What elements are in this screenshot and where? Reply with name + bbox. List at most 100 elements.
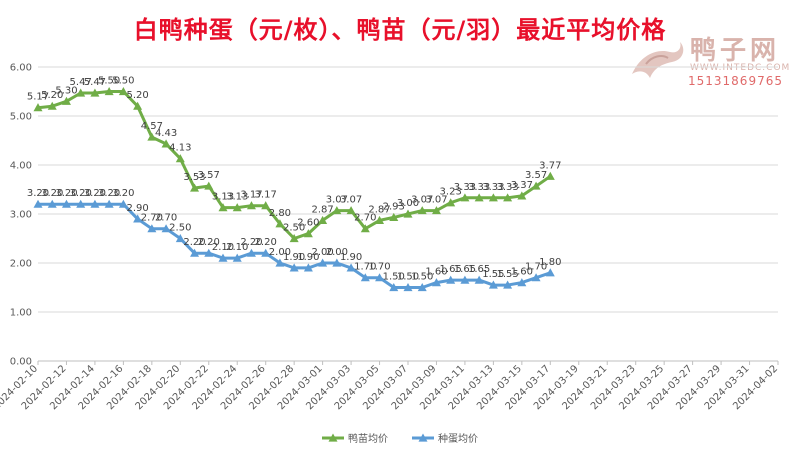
data-label: 3.17 <box>240 190 262 201</box>
data-point <box>261 201 271 210</box>
data-label: 5.20 <box>41 90 63 101</box>
data-label: 3.07 <box>411 195 433 206</box>
data-label: 2.87 <box>368 204 390 215</box>
watermark-phone: 15131869765 <box>688 74 783 88</box>
data-point <box>403 209 413 218</box>
data-point <box>175 154 185 163</box>
data-point <box>488 280 498 289</box>
data-point <box>76 199 86 208</box>
data-point <box>545 171 555 180</box>
data-label: 2.50 <box>283 223 305 234</box>
data-label: 5.47 <box>84 77 106 88</box>
data-label: 2.00 <box>311 247 333 258</box>
data-point <box>332 206 342 215</box>
data-label: 5.47 <box>70 77 92 88</box>
data-point <box>545 268 555 277</box>
data-point <box>147 224 157 233</box>
data-label: 2.00 <box>269 247 291 258</box>
data-label: 3.53 <box>183 172 205 183</box>
data-label: 1.50 <box>397 272 419 283</box>
data-label: 3.20 <box>41 188 63 199</box>
data-label: 3.13 <box>226 192 248 203</box>
y-tick-label: 2.00 <box>10 259 32 270</box>
data-label: 1.60 <box>511 267 533 278</box>
y-axis-ticks: 0.00 1.00 2.00 3.00 4.00 5.00 6.00 <box>10 63 32 368</box>
data-point <box>403 283 413 292</box>
data-label: 1.65 <box>468 264 490 275</box>
data-label: 2.70 <box>354 213 376 224</box>
data-point <box>90 199 100 208</box>
data-label: 5.20 <box>126 90 148 101</box>
data-label: 3.33 <box>468 182 490 193</box>
data-point <box>246 201 256 210</box>
data-label: 3.17 <box>255 190 277 201</box>
data-point <box>61 96 71 105</box>
data-point <box>531 181 541 190</box>
data-label: 2.20 <box>255 237 277 248</box>
data-label: 1.65 <box>454 264 476 275</box>
data-point <box>232 203 242 212</box>
data-label: 3.33 <box>496 182 518 193</box>
data-label: 5.50 <box>98 76 120 87</box>
data-point <box>360 224 370 233</box>
data-point <box>289 263 299 272</box>
data-point <box>503 193 513 202</box>
watermark-name: 鸭子网 <box>690 36 781 66</box>
data-point <box>147 132 157 141</box>
data-label: 1.55 <box>482 269 504 280</box>
data-label: 2.60 <box>297 218 319 229</box>
legend-label: 鸭苗均价 <box>348 432 388 445</box>
data-point <box>503 280 513 289</box>
duck-logo-icon <box>632 42 684 78</box>
data-point <box>232 253 242 262</box>
data-label: 3.23 <box>440 187 462 198</box>
data-label: 3.57 <box>198 170 220 181</box>
data-point <box>204 181 214 190</box>
data-point <box>90 88 100 97</box>
data-point <box>47 101 57 110</box>
data-point <box>360 273 370 282</box>
data-point <box>517 191 527 200</box>
data-label: 3.00 <box>397 198 419 209</box>
data-label: 2.20 <box>183 237 205 248</box>
data-label: 2.00 <box>326 247 348 258</box>
data-label: 1.70 <box>354 262 376 273</box>
data-point <box>161 139 171 148</box>
data-point <box>289 234 299 243</box>
data-label: 1.60 <box>425 267 447 278</box>
data-label: 3.20 <box>84 188 106 199</box>
data-label: 3.07 <box>425 195 447 206</box>
legend: 鸭苗均价 种蛋均价 <box>322 432 478 445</box>
data-point <box>104 87 114 96</box>
data-point <box>389 212 399 222</box>
data-point <box>417 206 427 215</box>
data-label: 2.80 <box>269 208 291 219</box>
data-point <box>76 88 86 97</box>
data-point <box>161 224 171 233</box>
data-point <box>275 258 285 267</box>
data-label: 3.20 <box>70 188 92 199</box>
y-tick-label: 1.00 <box>10 308 32 319</box>
data-label: 3.37 <box>511 180 533 191</box>
series-group <box>33 87 555 292</box>
data-label: 2.87 <box>311 204 333 215</box>
data-point <box>190 248 200 257</box>
data-label: 4.43 <box>155 128 177 139</box>
data-label: 3.77 <box>539 160 561 171</box>
data-labels-group: 5.175.205.305.475.475.505.505.204.574.43… <box>27 76 562 283</box>
data-point <box>61 199 71 208</box>
data-point <box>47 199 57 208</box>
data-point <box>175 234 185 243</box>
y-tick-label: 5.00 <box>10 112 32 123</box>
x-axis-ticks: 2024-02-102024-02-122024-02-142024-02-16… <box>0 361 780 412</box>
data-label: 2.90 <box>126 203 148 214</box>
data-point <box>303 229 313 238</box>
data-label: 1.70 <box>368 262 390 273</box>
data-label: 3.20 <box>27 188 49 199</box>
data-label: 1.50 <box>411 272 433 283</box>
data-label: 3.20 <box>98 188 120 199</box>
data-point <box>190 183 200 192</box>
data-point <box>218 203 228 212</box>
data-point <box>417 283 427 292</box>
